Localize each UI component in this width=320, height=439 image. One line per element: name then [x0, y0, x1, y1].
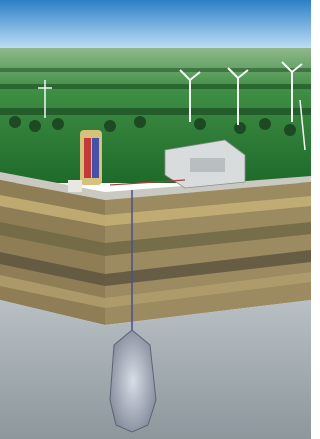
rock-layer — [0, 300, 311, 439]
storage-tank — [80, 130, 102, 185]
page: {} html, body { margin: 0; padding: 0; w… — [0, 0, 311, 439]
illustration — [0, 0, 311, 439]
salt-cavern — [110, 330, 156, 432]
page-body — [0, 0, 311, 439]
small-building — [68, 180, 82, 192]
